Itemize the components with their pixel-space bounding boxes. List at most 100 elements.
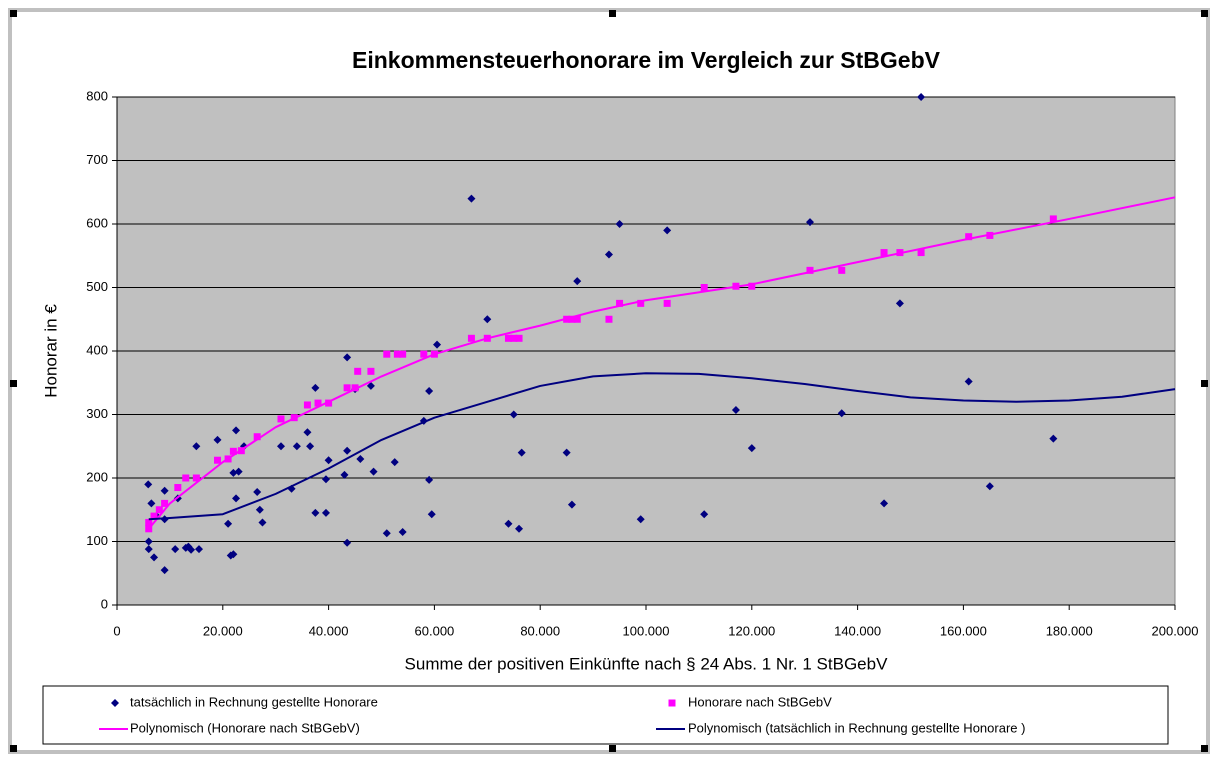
trend-line xyxy=(148,372,1176,521)
selection-handles xyxy=(10,10,1208,752)
point xyxy=(229,468,238,477)
point xyxy=(504,334,512,342)
point xyxy=(277,415,285,423)
x-tick-label: 80.000 xyxy=(520,623,560,638)
point xyxy=(155,506,163,514)
point xyxy=(568,315,576,323)
point xyxy=(253,433,261,441)
point xyxy=(965,233,973,241)
x-tick-label: 140.000 xyxy=(834,623,881,638)
y-axis-label: Honorar in € xyxy=(41,304,60,398)
legend xyxy=(42,685,1169,745)
point xyxy=(805,218,814,227)
legend-label: Polynomisch (Honorare nach StBGebV) xyxy=(130,720,360,735)
point xyxy=(880,249,888,257)
point xyxy=(510,334,518,342)
point xyxy=(214,456,222,464)
point xyxy=(399,350,407,358)
point xyxy=(615,220,624,228)
point xyxy=(258,518,267,527)
point xyxy=(194,545,203,554)
point xyxy=(1049,215,1057,223)
point xyxy=(425,387,434,396)
point xyxy=(160,486,169,495)
point xyxy=(160,566,169,575)
y-tick-label: 700 xyxy=(86,152,108,167)
point xyxy=(366,381,375,390)
point xyxy=(351,384,359,392)
point xyxy=(895,299,904,308)
point xyxy=(340,470,349,479)
point xyxy=(150,553,159,562)
point xyxy=(573,277,582,286)
point xyxy=(234,467,243,476)
point xyxy=(467,334,475,342)
point xyxy=(747,444,756,453)
point xyxy=(382,529,391,538)
point xyxy=(311,383,320,392)
point xyxy=(303,428,312,437)
point xyxy=(427,510,436,519)
point xyxy=(324,456,333,465)
x-tick-label: 180.000 xyxy=(1046,623,1093,638)
point xyxy=(515,334,523,342)
point xyxy=(917,93,926,101)
point xyxy=(144,480,153,489)
point xyxy=(276,442,285,451)
point xyxy=(509,410,518,419)
point xyxy=(390,458,399,467)
point xyxy=(515,524,524,533)
point xyxy=(147,499,156,508)
point xyxy=(985,482,994,491)
x-tick-label: 20.000 xyxy=(203,623,243,638)
point xyxy=(171,545,180,554)
point xyxy=(343,384,351,392)
point xyxy=(303,401,311,409)
point xyxy=(636,515,645,524)
point xyxy=(369,467,378,476)
legend-label: Polynomisch (tatsächlich in Rechnung ges… xyxy=(688,720,1025,735)
point xyxy=(224,519,233,528)
point xyxy=(182,474,190,482)
legend-label: tatsächlich in Rechnung gestellte Honora… xyxy=(130,694,378,709)
point xyxy=(383,350,391,358)
point xyxy=(306,442,315,451)
point xyxy=(573,315,581,323)
point xyxy=(161,499,169,507)
point xyxy=(483,315,492,324)
point xyxy=(504,519,513,528)
point xyxy=(393,350,401,358)
point xyxy=(837,409,846,418)
point xyxy=(917,249,925,257)
point xyxy=(192,442,201,451)
x-tick-label: 120.000 xyxy=(728,623,775,638)
point xyxy=(192,474,200,482)
point xyxy=(806,266,814,274)
point xyxy=(748,282,756,290)
point xyxy=(229,550,238,559)
y-tick-label: 100 xyxy=(86,533,108,548)
y-tick-label: 0 xyxy=(101,596,108,611)
y-tick-label: 800 xyxy=(86,88,108,103)
point xyxy=(567,500,576,509)
point xyxy=(229,447,237,455)
point xyxy=(517,448,526,457)
point xyxy=(232,426,241,435)
point xyxy=(187,545,196,554)
point xyxy=(325,399,333,407)
x-tick-label: 0 xyxy=(113,623,120,638)
x-tick-label: 40.000 xyxy=(309,623,349,638)
point xyxy=(838,266,846,274)
point xyxy=(964,377,973,386)
x-tick-label: 60.000 xyxy=(415,623,455,638)
point xyxy=(145,518,153,526)
point xyxy=(425,475,434,484)
point xyxy=(311,508,320,517)
point xyxy=(616,299,624,307)
point xyxy=(663,226,672,235)
point xyxy=(562,448,571,457)
point xyxy=(321,475,330,484)
point xyxy=(255,505,264,514)
point xyxy=(144,537,153,546)
